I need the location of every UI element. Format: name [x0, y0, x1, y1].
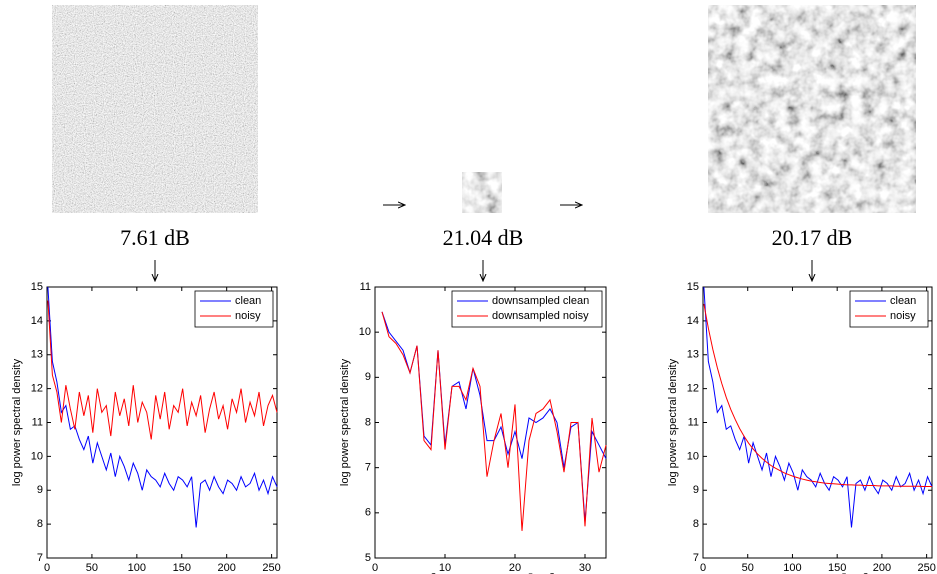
y-tick-label: 15	[687, 281, 699, 293]
legend-box	[194, 290, 274, 328]
y-tick-label: 10	[359, 326, 371, 338]
y-tick-label: 9	[693, 484, 699, 496]
legend-label: noisy	[890, 310, 916, 322]
x-tick-label: 250	[262, 562, 280, 574]
plot-frame	[374, 286, 607, 559]
y-tick-label: 6	[365, 507, 371, 519]
plot-frame	[702, 286, 933, 559]
x-tick-label: 100	[783, 562, 801, 574]
y-tick-label: 15	[31, 281, 43, 293]
x-tick-label: 150	[173, 562, 191, 574]
psnr-label: 20.17 dB	[772, 225, 853, 250]
x-tick-label: 20	[509, 562, 521, 574]
y-axis-label: log power spectral density	[11, 358, 23, 486]
x-tick-label: 250	[917, 562, 935, 574]
noisy-image	[52, 5, 258, 213]
x-tick-label: 0	[372, 562, 378, 574]
series-line	[47, 300, 278, 440]
y-tick-label: 5	[365, 552, 371, 564]
y-axis-label: log power spectral density	[339, 358, 351, 486]
upsampled-image	[708, 5, 916, 213]
series-line	[703, 286, 933, 528]
x-tick-label: 30	[579, 562, 591, 574]
y-tick-label: 9	[365, 371, 371, 383]
downsampled-image	[462, 172, 502, 213]
y-tick-label: 11	[360, 281, 371, 293]
y-tick-label: 12	[31, 383, 43, 395]
plot-frame	[46, 286, 278, 559]
y-tick-label: 14	[31, 315, 43, 327]
y-tick-label: 13	[31, 349, 43, 361]
x-tick-label: 50	[86, 562, 98, 574]
y-tick-label: 8	[693, 518, 699, 530]
legend-label: clean	[235, 295, 261, 307]
x-tick-label: 50	[742, 562, 754, 574]
legend-label: downsampled noisy	[492, 310, 589, 322]
y-tick-label: 14	[687, 315, 699, 327]
psnr-label: 21.04 dB	[443, 225, 524, 250]
y-tick-label: 7	[37, 552, 43, 564]
y-tick-label: 11	[688, 416, 699, 428]
x-tick-label: 150	[828, 562, 846, 574]
psnr-label: 7.61 dB	[120, 225, 190, 250]
series-line	[47, 286, 278, 528]
legend-box	[451, 290, 603, 328]
x-axis-label: down-sampled	[426, 569, 556, 574]
series-line	[381, 311, 607, 531]
x-axis-label: up-sampled	[766, 569, 869, 574]
y-tick-label: 8	[37, 518, 43, 530]
x-tick-label: 10	[439, 562, 451, 574]
legend-label: clean	[890, 295, 916, 307]
y-tick-label: 9	[37, 484, 43, 496]
x-tick-label: 200	[218, 562, 236, 574]
legend-label: downsampled clean	[492, 295, 589, 307]
y-tick-label: 10	[687, 450, 699, 462]
y-tick-label: 7	[693, 552, 699, 564]
series-line	[703, 303, 932, 488]
legend-box	[849, 290, 929, 328]
x-axis-label: noisy	[138, 569, 186, 574]
y-tick-label: 13	[687, 349, 699, 361]
x-tick-label: 100	[128, 562, 146, 574]
y-axis-label: log power spectral density	[667, 358, 679, 486]
y-tick-label: 12	[687, 383, 699, 395]
x-tick-label: 0	[44, 562, 50, 574]
x-tick-label: 200	[873, 562, 891, 574]
y-tick-label: 8	[365, 416, 371, 428]
y-tick-label: 11	[32, 416, 43, 428]
y-tick-label: 10	[31, 450, 43, 462]
x-tick-label: 0	[700, 562, 706, 574]
legend-label: noisy	[235, 310, 261, 322]
y-tick-label: 7	[365, 462, 371, 474]
